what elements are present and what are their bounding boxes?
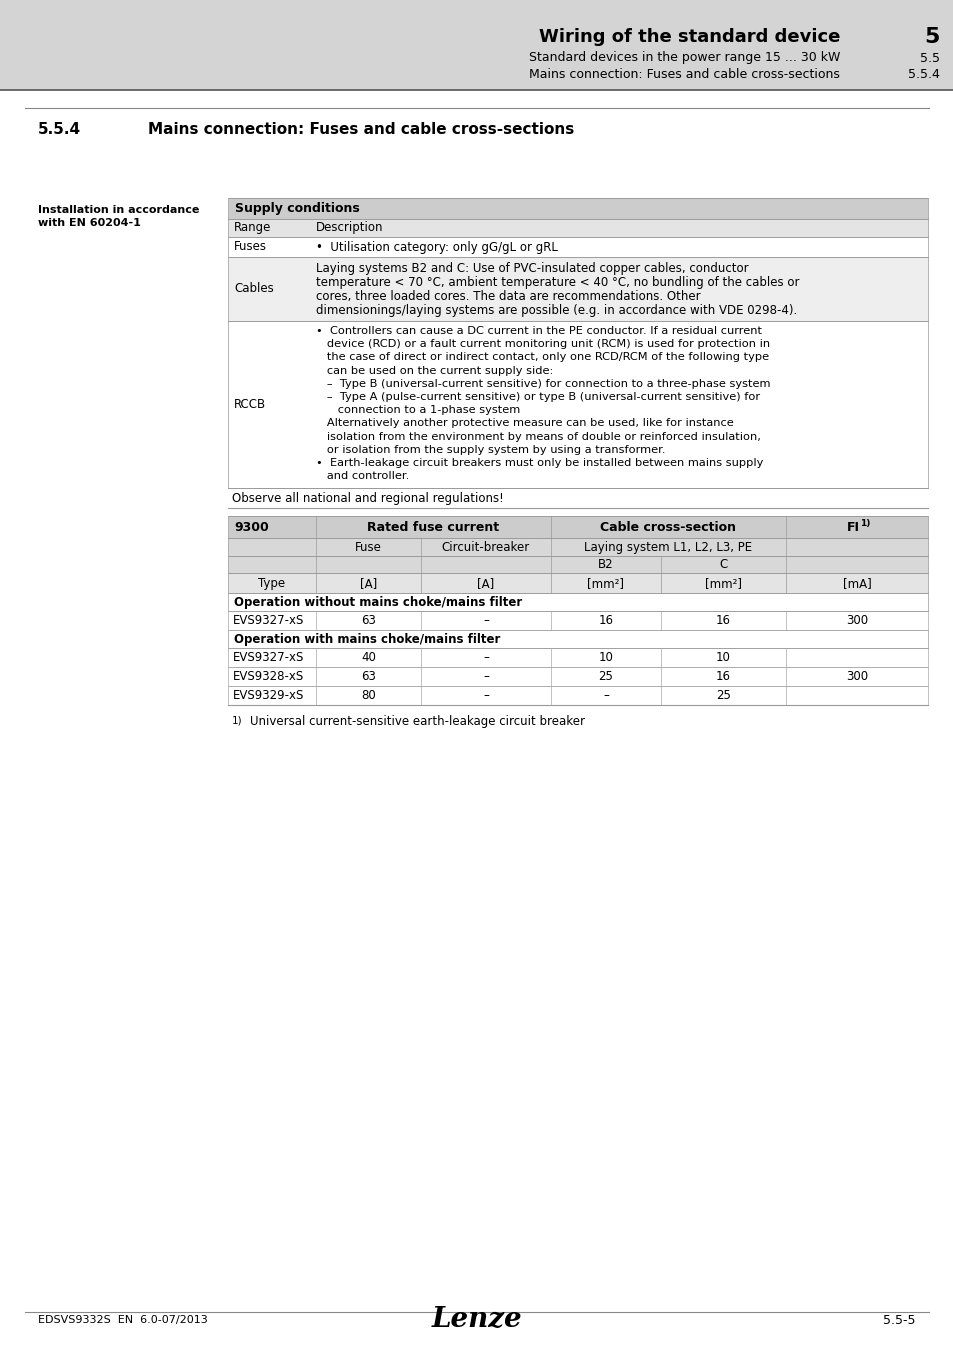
Text: Cable cross-section: Cable cross-section — [599, 521, 736, 533]
Text: Wiring of the standard device: Wiring of the standard device — [538, 28, 840, 46]
Text: or isolation from the supply system by using a transformer.: or isolation from the supply system by u… — [315, 444, 665, 455]
Text: the case of direct or indirect contact, only one RCD/RCM of the following type: the case of direct or indirect contact, … — [315, 352, 768, 362]
Bar — [228, 594, 927, 612]
Text: Lenze: Lenze — [432, 1307, 521, 1334]
Text: 5.5-5: 5.5-5 — [882, 1314, 915, 1327]
Text: 16: 16 — [598, 614, 613, 628]
Text: Universal current-sensitive earth-leakage circuit breaker: Universal current-sensitive earth-leakag… — [250, 716, 584, 729]
Text: •  Utilisation category: only gG/gL or gRL: • Utilisation category: only gG/gL or gR… — [315, 240, 558, 254]
Text: 9300: 9300 — [233, 521, 269, 533]
Text: 300: 300 — [845, 614, 867, 628]
Text: 25: 25 — [598, 671, 613, 683]
Text: 16: 16 — [716, 671, 730, 683]
Text: [mm²]: [mm²] — [587, 576, 624, 590]
Text: –: – — [482, 652, 489, 664]
Text: 40: 40 — [360, 652, 375, 664]
Text: 10: 10 — [716, 652, 730, 664]
Text: Laying system L1, L2, L3, PE: Laying system L1, L2, L3, PE — [584, 541, 752, 554]
Text: Observe all national and regional regulations!: Observe all national and regional regula… — [232, 493, 503, 505]
Text: Range: Range — [233, 221, 271, 235]
Text: –: – — [482, 671, 489, 683]
Text: 5.5.4: 5.5.4 — [38, 122, 81, 136]
Bar — [228, 321, 927, 489]
Text: •  Controllers can cause a DC current in the PE conductor. If a residual current: • Controllers can cause a DC current in … — [315, 325, 761, 336]
Text: Standard devices in the power range 15 ... 30 kW: Standard devices in the power range 15 .… — [528, 51, 840, 65]
Text: 16: 16 — [716, 614, 730, 628]
Bar — [228, 612, 927, 630]
Text: FI: FI — [845, 521, 859, 533]
Bar — [228, 556, 927, 574]
Text: •  Earth-leakage circuit breakers must only be installed between mains supply: • Earth-leakage circuit breakers must on… — [315, 458, 762, 468]
Text: EVS9327-xS: EVS9327-xS — [233, 614, 304, 628]
Bar — [228, 686, 927, 706]
Text: 63: 63 — [360, 671, 375, 683]
Text: –  Type B (universal-current sensitive) for connection to a three-phase system: – Type B (universal-current sensitive) f… — [315, 379, 770, 389]
Text: [mA]: [mA] — [841, 576, 870, 590]
Text: Type: Type — [258, 576, 285, 590]
Text: with EN 60204-1: with EN 60204-1 — [38, 217, 141, 228]
Text: dimensionings/laying systems are possible (e.g. in accordance with VDE 0298-4).: dimensionings/laying systems are possibl… — [315, 304, 797, 317]
Bar — [228, 539, 927, 556]
Text: EVS9329-xS: EVS9329-xS — [233, 690, 304, 702]
Text: EVS9327-xS: EVS9327-xS — [233, 652, 304, 664]
Text: cores, three loaded cores. The data are recommendations. Other: cores, three loaded cores. The data are … — [315, 290, 700, 302]
Text: Cables: Cables — [233, 282, 274, 296]
Bar — [228, 198, 927, 219]
Text: [A]: [A] — [359, 576, 376, 590]
Text: EDSVS9332S  EN  6.0-07/2013: EDSVS9332S EN 6.0-07/2013 — [38, 1315, 208, 1324]
Text: 25: 25 — [716, 690, 730, 702]
Text: –: – — [482, 690, 489, 702]
Bar — [228, 630, 927, 648]
Text: 1): 1) — [232, 716, 242, 725]
Text: Fuses: Fuses — [233, 240, 267, 254]
Text: Mains connection: Fuses and cable cross-sections: Mains connection: Fuses and cable cross-… — [529, 68, 840, 81]
Text: –: – — [482, 614, 489, 628]
Bar — [228, 517, 927, 539]
Text: Fuse: Fuse — [355, 541, 381, 554]
Text: 5.5: 5.5 — [919, 51, 939, 65]
Text: temperature < 70 °C, ambient temperature < 40 °C, no bundling of the cables or: temperature < 70 °C, ambient temperature… — [315, 275, 799, 289]
Text: –  Type A (pulse-current sensitive) or type B (universal-current sensitive) for: – Type A (pulse-current sensitive) or ty… — [315, 392, 760, 402]
Text: 5: 5 — [923, 27, 939, 47]
Text: Operation with mains choke/mains filter: Operation with mains choke/mains filter — [233, 633, 500, 645]
Text: –: – — [602, 690, 608, 702]
Text: Mains connection: Fuses and cable cross-sections: Mains connection: Fuses and cable cross-… — [148, 122, 574, 136]
Text: Operation without mains choke/mains filter: Operation without mains choke/mains filt… — [233, 595, 521, 609]
Text: 300: 300 — [845, 671, 867, 683]
Bar — [228, 648, 927, 667]
Text: device (RCD) or a fault current monitoring unit (RCM) is used for protection in: device (RCD) or a fault current monitori… — [315, 339, 769, 350]
Text: Rated fuse current: Rated fuse current — [367, 521, 499, 533]
Text: RCCB: RCCB — [233, 398, 266, 412]
Text: Description: Description — [315, 221, 383, 235]
Bar — [228, 238, 927, 256]
Bar — [228, 219, 927, 238]
Text: Installation in accordance: Installation in accordance — [38, 205, 199, 215]
Text: 1): 1) — [859, 518, 869, 528]
Text: 63: 63 — [360, 614, 375, 628]
Text: can be used on the current supply side:: can be used on the current supply side: — [315, 366, 553, 375]
Text: Circuit-breaker: Circuit-breaker — [441, 541, 530, 554]
Bar — [0, 0, 953, 90]
Text: and controller.: and controller. — [315, 471, 409, 481]
Text: 5.5.4: 5.5.4 — [907, 68, 939, 81]
Text: B2: B2 — [598, 559, 613, 571]
Text: 10: 10 — [598, 652, 613, 664]
Text: [mm²]: [mm²] — [704, 576, 741, 590]
Text: 80: 80 — [361, 690, 375, 702]
Text: EVS9328-xS: EVS9328-xS — [233, 671, 304, 683]
Text: C: C — [719, 559, 727, 571]
Text: connection to a 1-phase system: connection to a 1-phase system — [315, 405, 519, 416]
Bar — [228, 667, 927, 686]
Text: [A]: [A] — [476, 576, 494, 590]
Text: isolation from the environment by means of double or reinforced insulation,: isolation from the environment by means … — [315, 432, 760, 441]
Bar — [228, 574, 927, 594]
Bar — [228, 256, 927, 321]
Text: Laying systems B2 and C: Use of PVC-insulated copper cables, conductor: Laying systems B2 and C: Use of PVC-insu… — [315, 262, 748, 275]
Text: Alternatively another protective measure can be used, like for instance: Alternatively another protective measure… — [315, 418, 733, 428]
Text: Supply conditions: Supply conditions — [234, 202, 359, 215]
